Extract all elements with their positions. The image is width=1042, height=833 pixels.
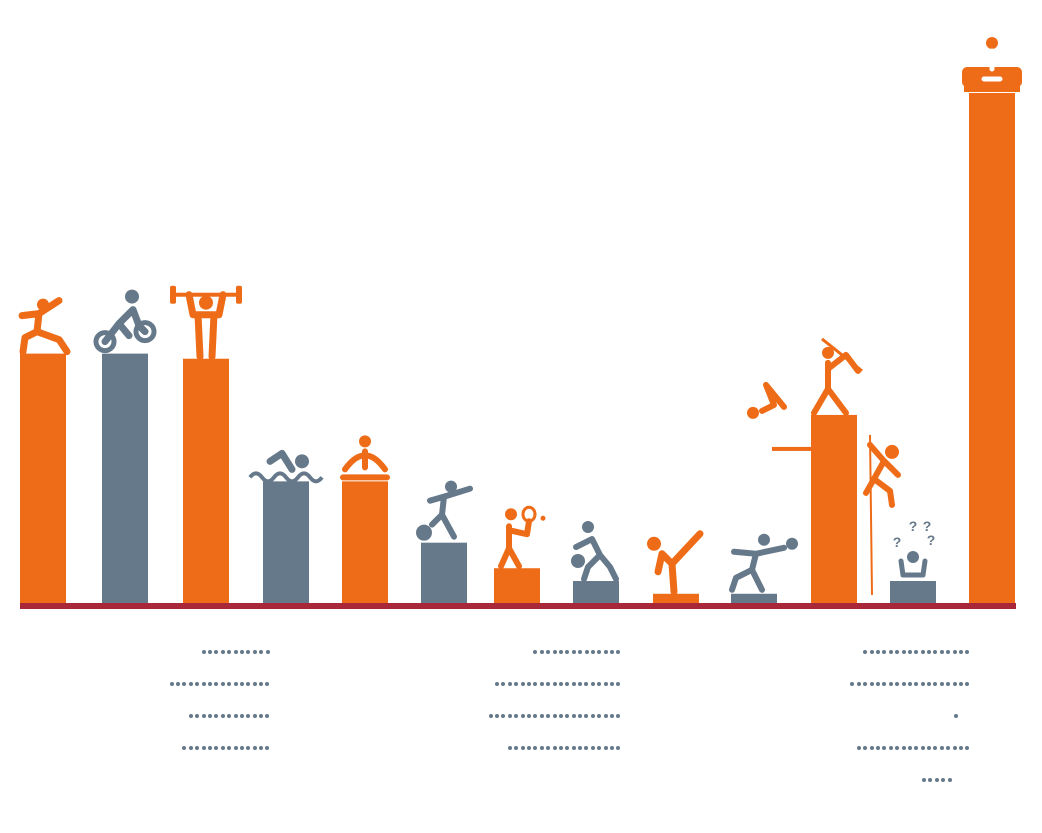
volleyball-player-icon: [729, 533, 798, 593]
bar-soccer-player: [421, 542, 467, 604]
annotation-dot-line: [922, 777, 954, 783]
bar-extreme-sports: [811, 414, 857, 604]
annotation-dot-line: [188, 713, 272, 719]
bar-couch-potato: [969, 93, 1015, 604]
bar-basketball-player: [573, 581, 619, 604]
annotation-dot-line: [488, 713, 623, 719]
bar-confused-person: [890, 581, 936, 604]
question-mark-glyph: ?: [927, 532, 936, 548]
cycling-person-icon: [93, 289, 157, 354]
annotation-dot-line: [856, 745, 972, 751]
question-mark-glyph: ?: [893, 534, 902, 550]
tennis-player-icon: [498, 505, 546, 570]
bar-cycling-person: [102, 353, 148, 604]
soccer-player-icon: [416, 480, 473, 541]
yoga-person-icon: [340, 435, 390, 481]
bar-volleyball-player: [731, 593, 777, 604]
couch-potato-icon: [962, 37, 1022, 92]
annotation-dot-line: [182, 745, 271, 751]
basketball-player-icon: [571, 521, 619, 583]
annotation-dot-line: [169, 681, 272, 687]
annotation-dot-line: [850, 681, 971, 687]
bar-swimming-person: [263, 481, 309, 604]
annotation-dot-line: [201, 649, 272, 655]
bars-group: [20, 93, 1015, 604]
annotation-dot-line: [507, 745, 623, 751]
annotation-dot-line: [863, 649, 972, 655]
bar-yoga-person: [342, 481, 388, 604]
bar-martial-arts-kick: [653, 593, 699, 604]
martial-arts-kick-icon: [647, 530, 704, 596]
extreme-sports-icon: [747, 337, 901, 595]
annotation-dot-line: [953, 713, 960, 719]
icons-group: ????: [18, 37, 1022, 596]
annotation-dot-line: [533, 649, 622, 655]
bar-running-person: [20, 353, 66, 604]
swimming-person-icon: [248, 449, 324, 484]
question-mark-glyph: ?: [909, 518, 918, 534]
bar-weightlifting-person: [183, 358, 229, 604]
baseline: [20, 603, 1016, 609]
bar-tennis-player: [494, 568, 540, 604]
confused-person-icon: ????: [893, 518, 936, 578]
weightlifting-person-icon: [170, 285, 242, 361]
running-person-icon: [18, 297, 71, 356]
annotation-dot-line: [495, 681, 623, 687]
question-mark-glyph: ?: [923, 518, 932, 534]
